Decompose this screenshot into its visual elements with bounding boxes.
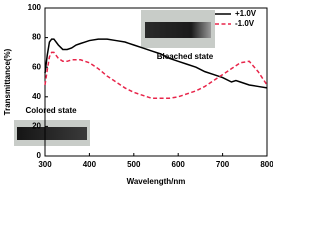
chart: Transmittance(%) Wavelength/nm Bleached … bbox=[3, 3, 273, 186]
annotation: Colored state bbox=[25, 106, 77, 115]
x-tick-label: 300 bbox=[38, 160, 52, 169]
x-tick-label: 400 bbox=[83, 160, 97, 169]
annotation: Bleached state bbox=[157, 52, 214, 61]
y-axis-label: Transmittance(%) bbox=[3, 48, 12, 115]
x-tick-label: 500 bbox=[127, 160, 141, 169]
legend-label: +1.0V bbox=[235, 9, 257, 18]
colored-film bbox=[17, 127, 87, 140]
y-tick-label: 0 bbox=[37, 151, 42, 160]
y-tick-label: 100 bbox=[28, 3, 42, 12]
legend-label: -1.0V bbox=[235, 19, 255, 28]
x-tick-label: 700 bbox=[216, 160, 230, 169]
y-tick-label: 80 bbox=[32, 33, 41, 42]
y-tick-label: 60 bbox=[32, 62, 41, 71]
x-tick-label: 800 bbox=[260, 160, 273, 169]
y-tick-label: 20 bbox=[32, 122, 41, 131]
x-axis-label: Wavelength/nm bbox=[127, 177, 186, 186]
bleached-film bbox=[145, 22, 211, 38]
series-line bbox=[44, 51, 268, 100]
x-tick-label: 600 bbox=[172, 160, 186, 169]
y-tick-label: 40 bbox=[32, 92, 41, 101]
series-line bbox=[44, 38, 268, 89]
